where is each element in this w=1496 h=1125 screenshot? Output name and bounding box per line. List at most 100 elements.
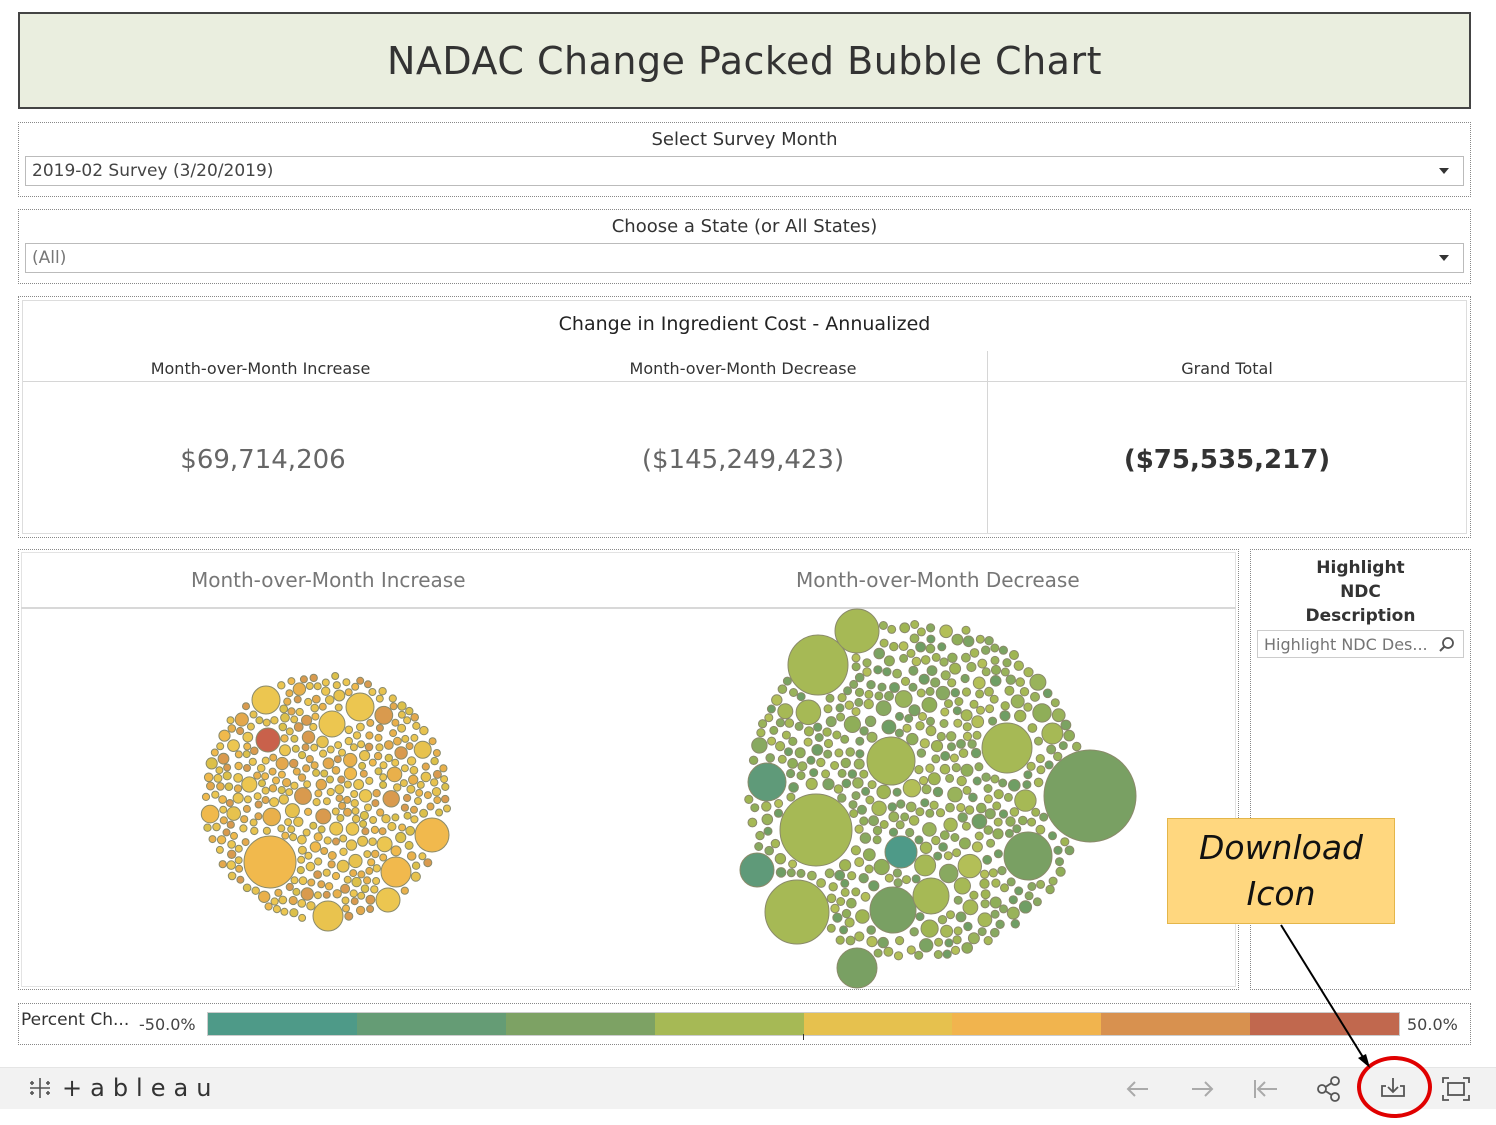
bubble[interactable] <box>345 839 358 851</box>
bubble[interactable] <box>933 950 943 959</box>
bubble[interactable] <box>241 838 250 847</box>
bubble[interactable] <box>1045 884 1055 895</box>
bubble[interactable] <box>336 859 350 873</box>
bubble[interactable] <box>908 704 921 717</box>
bubble[interactable] <box>410 815 419 824</box>
bubble[interactable] <box>403 716 412 725</box>
bubble[interactable] <box>774 853 787 865</box>
bubble[interactable] <box>846 897 857 909</box>
bubble[interactable] <box>775 741 786 752</box>
bubble[interactable] <box>873 647 886 660</box>
bubble[interactable] <box>224 782 234 791</box>
bubble[interactable] <box>268 784 278 793</box>
bubble[interactable] <box>863 698 874 710</box>
bubble[interactable] <box>410 733 419 742</box>
bubble[interactable] <box>1029 673 1047 691</box>
bubble[interactable] <box>898 641 909 651</box>
bubble[interactable] <box>993 849 1003 859</box>
bubble[interactable] <box>278 722 288 732</box>
bubble[interactable] <box>1024 891 1034 901</box>
bubble[interactable] <box>387 821 397 832</box>
bubble[interactable] <box>284 818 293 827</box>
bubble[interactable] <box>222 828 231 837</box>
bubble[interactable] <box>211 790 220 799</box>
packed-bubble-chart[interactable] <box>19 550 1239 990</box>
bubble[interactable] <box>765 753 776 763</box>
bubble[interactable] <box>367 858 376 867</box>
bubble[interactable] <box>379 780 388 789</box>
bubble[interactable] <box>822 727 832 737</box>
bubble[interactable] <box>955 911 967 923</box>
bubble[interactable] <box>227 840 237 849</box>
bubble[interactable] <box>216 742 225 751</box>
bubble[interactable] <box>419 808 429 818</box>
bubble[interactable] <box>216 835 227 845</box>
bubble[interactable] <box>951 633 964 646</box>
bubble[interactable] <box>1042 688 1053 699</box>
bubble[interactable] <box>995 919 1005 929</box>
bubble[interactable] <box>779 793 853 867</box>
bubble[interactable] <box>925 763 935 773</box>
bubble[interactable] <box>809 768 819 778</box>
bubble[interactable] <box>1055 857 1064 867</box>
bubble[interactable] <box>275 756 289 771</box>
bubble[interactable] <box>957 812 968 823</box>
bubble[interactable] <box>882 667 892 677</box>
bubble[interactable] <box>327 851 337 860</box>
bubble[interactable] <box>930 677 941 688</box>
bubble[interactable] <box>375 694 384 703</box>
bubble[interactable] <box>919 738 930 749</box>
bubble[interactable] <box>788 859 798 869</box>
bubble[interactable] <box>418 852 427 861</box>
bubble[interactable] <box>262 718 271 727</box>
bubble[interactable] <box>251 685 281 715</box>
bubble[interactable] <box>317 825 326 834</box>
bubble[interactable] <box>851 662 861 672</box>
bubble[interactable] <box>962 899 979 916</box>
bubble[interactable] <box>292 767 301 776</box>
bubble[interactable] <box>298 751 307 760</box>
bubble[interactable] <box>889 641 899 652</box>
bubble[interactable] <box>847 871 857 881</box>
bubble[interactable] <box>953 877 972 895</box>
bubble[interactable] <box>823 738 834 749</box>
bubble[interactable] <box>290 734 299 743</box>
bubble[interactable] <box>1031 807 1041 817</box>
bubble[interactable] <box>368 758 377 767</box>
bubble[interactable] <box>375 724 384 732</box>
bubble[interactable] <box>290 715 299 724</box>
bubble[interactable] <box>301 743 310 752</box>
bubble[interactable] <box>905 827 915 838</box>
bubble[interactable] <box>298 876 308 886</box>
bubble[interactable] <box>866 731 878 743</box>
bubble[interactable] <box>371 849 380 859</box>
bubble[interactable] <box>1009 807 1020 817</box>
bubble[interactable] <box>428 737 437 746</box>
bubble[interactable] <box>834 748 844 758</box>
bubble[interactable] <box>872 825 883 836</box>
bubble[interactable] <box>368 837 377 847</box>
bubble[interactable] <box>902 875 911 885</box>
bubble[interactable] <box>1018 815 1028 826</box>
bubble[interactable] <box>950 833 960 842</box>
bubble[interactable] <box>297 845 307 855</box>
bubble[interactable] <box>906 648 916 658</box>
bubble[interactable] <box>823 704 833 714</box>
bubble[interactable] <box>290 781 299 790</box>
bubble[interactable] <box>990 927 1000 938</box>
bubble[interactable] <box>372 864 381 873</box>
bubble[interactable] <box>320 769 329 778</box>
bubble[interactable] <box>968 792 978 803</box>
bubble[interactable] <box>234 750 243 759</box>
bubble[interactable] <box>242 883 252 893</box>
bubble[interactable] <box>851 791 861 801</box>
bubble[interactable] <box>256 763 266 773</box>
bubble[interactable] <box>357 740 366 749</box>
bubble[interactable] <box>874 691 884 701</box>
bubble[interactable] <box>299 675 308 684</box>
bubble[interactable] <box>360 884 370 894</box>
bubble[interactable] <box>920 655 931 665</box>
bubble[interactable] <box>828 882 838 892</box>
bubble[interactable] <box>371 799 380 808</box>
bubble[interactable] <box>405 706 414 716</box>
